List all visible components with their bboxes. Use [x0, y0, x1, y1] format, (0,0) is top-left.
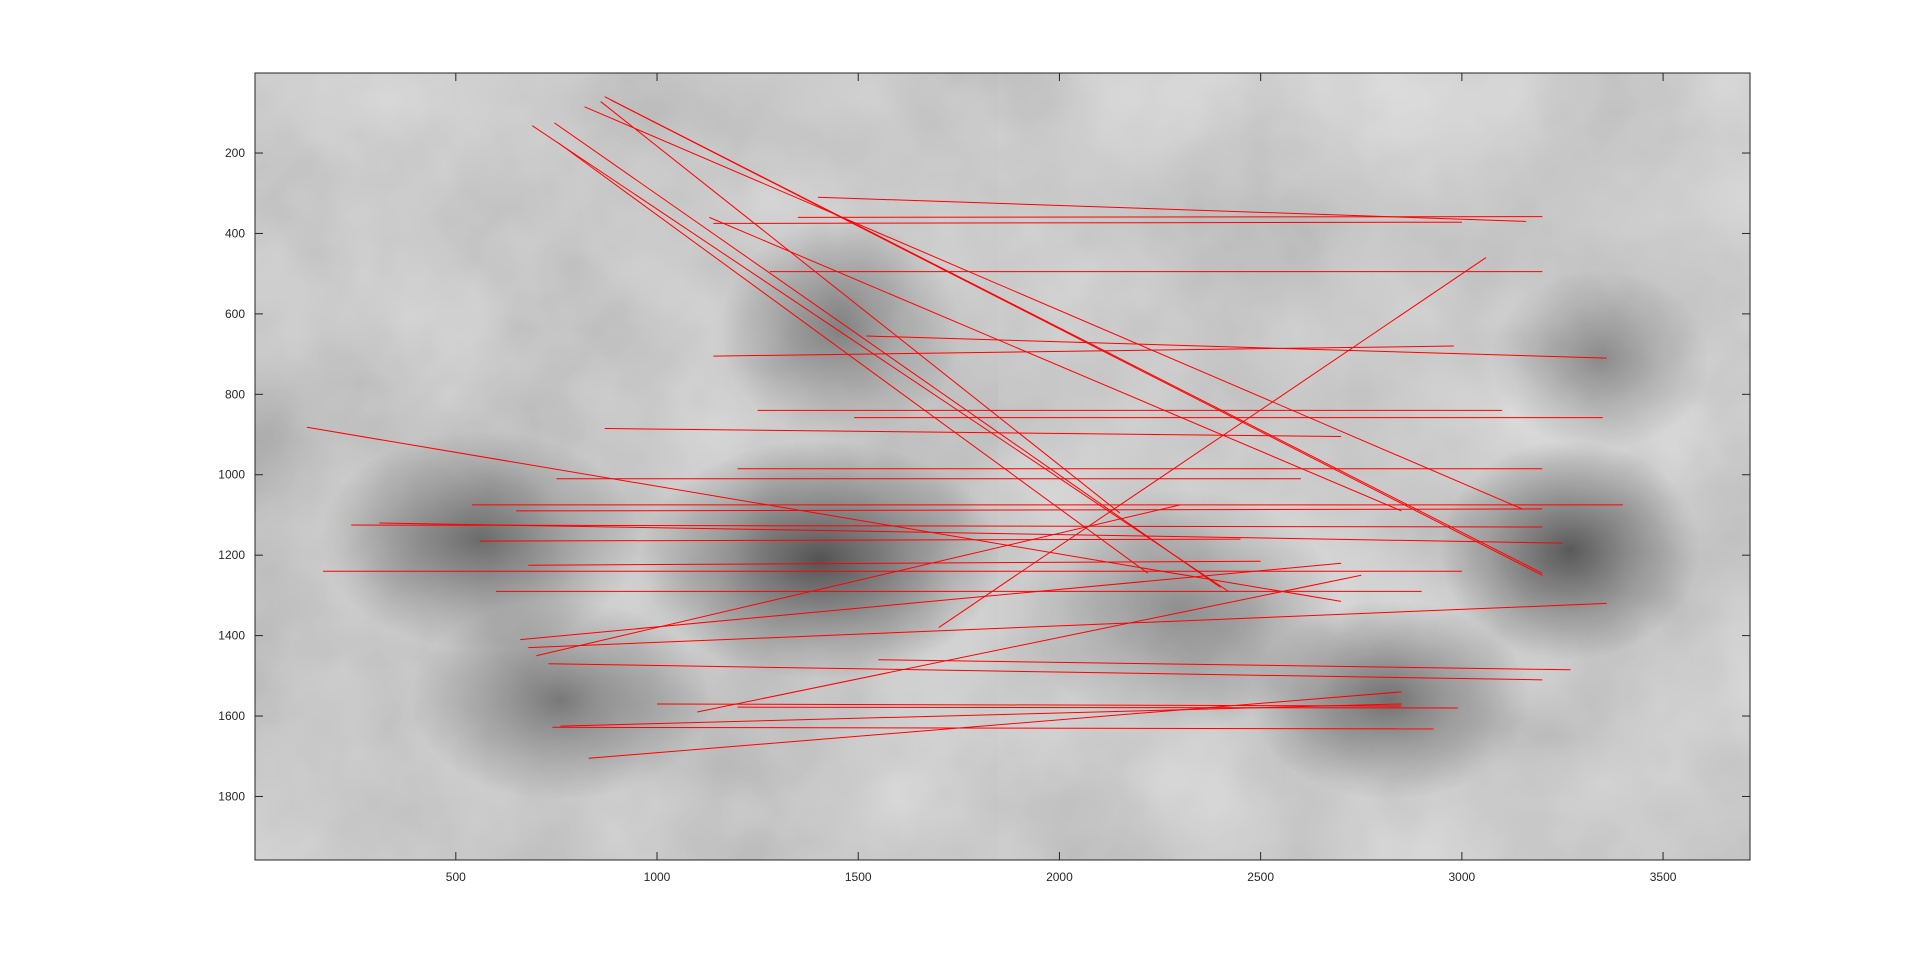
match-line-24: [479, 538, 1241, 542]
y-tick-label: 1800: [218, 789, 245, 803]
match-line-38: [697, 574, 1362, 713]
y-axis: 200 400 600 800 1000 1200 1400 1600 1800: [218, 146, 1750, 803]
match-line-10: [797, 216, 1543, 218]
match-line-13: [866, 335, 1607, 359]
x-tick-label: 3000: [1449, 870, 1476, 884]
match-line-37: [560, 703, 1402, 727]
right-image-half: [998, 73, 1750, 860]
y-tick-label: 1600: [218, 709, 245, 723]
y-tick-label: 800: [225, 387, 245, 401]
match-line-12: [713, 345, 1454, 357]
x-tick-label: 500: [446, 870, 466, 884]
match-line-9: [713, 221, 1462, 224]
x-tick-label: 1000: [644, 870, 671, 884]
x-tick-label: 1500: [845, 870, 872, 884]
match-line-30: [528, 602, 1607, 649]
x-tick-label: 2500: [1247, 870, 1274, 884]
match-lines: [306, 96, 1623, 759]
x-tick-label: 3500: [1650, 870, 1677, 884]
y-tick-label: 600: [225, 307, 245, 321]
match-line-31: [536, 504, 1181, 657]
axes-box: [254, 72, 1751, 861]
match-line-7: [709, 216, 1402, 512]
match-line-35: [737, 706, 1458, 709]
match-line-3: [531, 125, 1229, 592]
match-line-16: [604, 427, 1342, 438]
match-line-34: [657, 703, 1402, 707]
y-tick-label: 1000: [218, 468, 245, 482]
match-line-21: [516, 508, 1543, 512]
match-line-1: [610, 99, 1543, 576]
match-line-28: [938, 257, 1487, 628]
match-line-8: [817, 196, 1527, 222]
y-tick-label: 200: [225, 146, 245, 160]
match-line-22: [379, 522, 1563, 544]
match-line-33: [878, 659, 1571, 671]
match-line-5: [558, 142, 1149, 574]
match-line-23: [351, 524, 1543, 528]
match-line-17: [306, 426, 1342, 602]
y-tick-label: 1400: [218, 629, 245, 643]
match-line-6: [600, 101, 1121, 514]
match-line-2: [584, 106, 1523, 510]
match-line-36: [552, 726, 1434, 730]
y-tick-label: 400: [225, 226, 245, 240]
y-tick-label: 1200: [218, 548, 245, 562]
match-line-39: [588, 691, 1402, 759]
match-line-29: [520, 562, 1342, 641]
match-line-25: [528, 560, 1261, 566]
x-tick-label: 2000: [1046, 870, 1073, 884]
x-axis: 500 1000 1500 2000 2500 3000 3500: [446, 73, 1677, 884]
match-line-32: [548, 663, 1543, 681]
